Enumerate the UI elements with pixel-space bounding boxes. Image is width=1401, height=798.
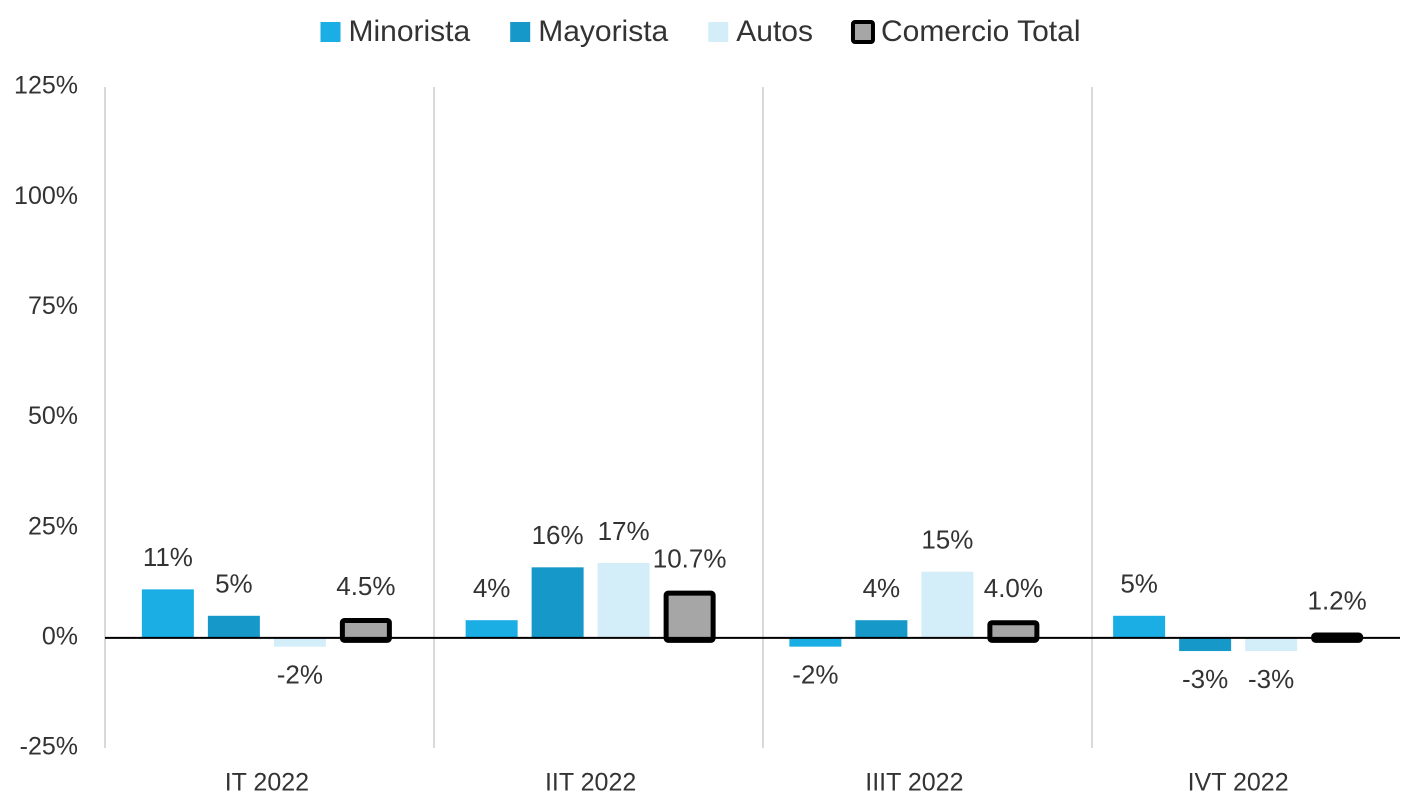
legend-swatch	[708, 22, 729, 42]
bar	[339, 618, 392, 643]
bar	[531, 567, 584, 638]
bar	[1179, 637, 1232, 652]
bar	[273, 637, 326, 647]
data-label: -2%	[792, 660, 838, 690]
bar	[1245, 637, 1298, 652]
data-label: 4%	[863, 573, 901, 603]
bar	[855, 620, 908, 638]
data-label: 5%	[1120, 569, 1158, 599]
data-label: -3%	[1182, 664, 1228, 694]
bar	[663, 590, 716, 643]
data-label: -2%	[277, 660, 323, 690]
y-tick-label: 25%	[28, 512, 78, 540]
y-tick-label: 75%	[28, 292, 78, 320]
bar	[207, 615, 260, 638]
y-tick-label: 100%	[14, 182, 78, 210]
x-tick-label: IT 2022	[225, 769, 309, 797]
legend-swatch	[850, 20, 875, 44]
data-label: 4.0%	[984, 573, 1043, 603]
legend-swatch	[320, 22, 341, 42]
x-tick-label: IIT 2022	[545, 769, 636, 797]
data-label: 4%	[473, 573, 511, 603]
bar	[597, 562, 650, 638]
data-label: -3%	[1248, 664, 1294, 694]
legend-swatch	[510, 22, 531, 42]
y-tick-label: 125%	[14, 72, 78, 100]
data-label: 15%	[921, 525, 973, 555]
x-tick-label: IIIT 2022	[865, 769, 963, 797]
data-label: 1.2%	[1307, 585, 1366, 615]
bar	[921, 571, 974, 638]
legend-label: Autos	[736, 15, 813, 48]
data-label: 11%	[143, 542, 193, 572]
legend-label: Comercio Total	[881, 15, 1081, 48]
legend-label: Mayorista	[538, 15, 668, 48]
data-label: 5%	[215, 569, 253, 599]
bar	[1113, 615, 1166, 638]
legend-label: Minorista	[349, 15, 471, 48]
data-label: 10.7%	[653, 544, 727, 574]
bar	[141, 589, 194, 638]
bar	[987, 620, 1040, 643]
x-tick-label: IVT 2022	[1188, 769, 1289, 797]
bar	[789, 637, 842, 647]
data-label: 4.5%	[336, 571, 395, 601]
y-tick-label: -25%	[20, 733, 78, 761]
bar	[465, 620, 518, 638]
y-tick-label: 0%	[42, 622, 78, 650]
data-label: 17%	[598, 516, 650, 546]
data-label: 16%	[532, 520, 584, 550]
y-tick-label: 50%	[28, 402, 78, 430]
